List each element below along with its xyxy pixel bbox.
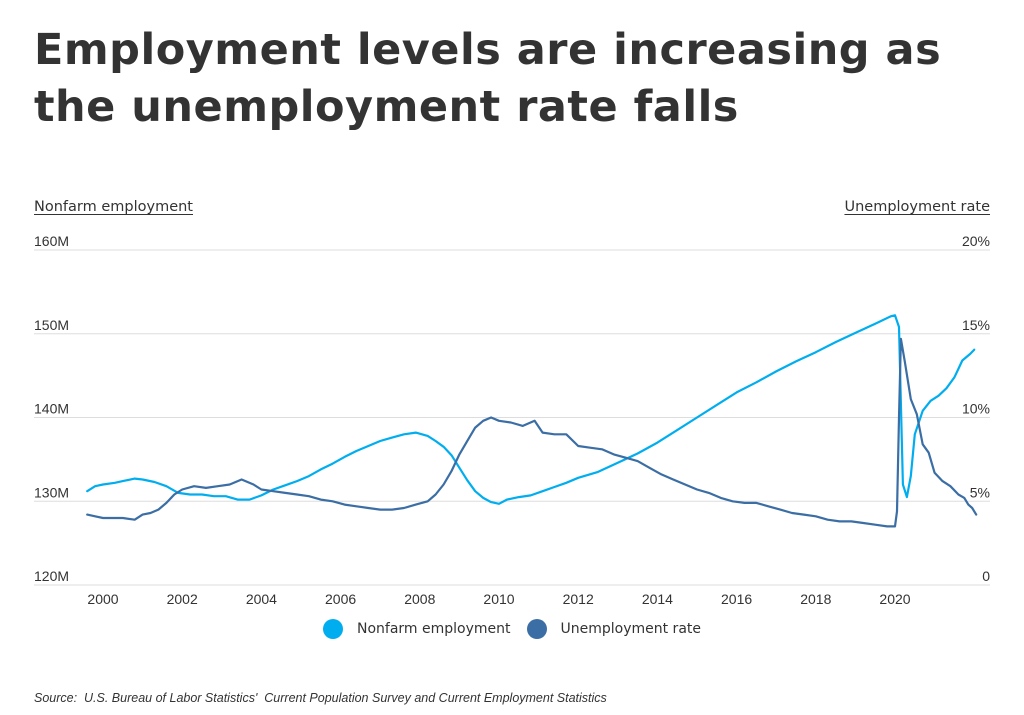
legend: Nonfarm employment Unemployment rate (0, 619, 1024, 639)
x-tick-label: 2012 (563, 591, 594, 607)
y-left-tick-label: 130M (34, 484, 69, 500)
gridlines (34, 249, 990, 586)
x-tick-label: 2018 (800, 591, 831, 607)
y-left-tick-label: 160M (34, 233, 69, 249)
y-right-tick-label: 15% (962, 317, 990, 333)
source-note: Source: U.S. Bureau of Labor Statistics'… (34, 691, 607, 705)
x-tick-label: 2020 (879, 591, 910, 607)
x-tick-label: 2004 (246, 591, 277, 607)
y-left-tick-label: 120M (34, 568, 69, 584)
x-tick-label: 2000 (87, 591, 118, 607)
y-right-tick-label: 20% (962, 233, 990, 249)
x-tick-label: 2006 (325, 591, 356, 607)
tick-labels: 120M 0 130M 5% 140M 10% 150M 15% 160M 20% 2000 2002… (34, 233, 990, 607)
x-tick-label: 2014 (642, 591, 673, 607)
unemployment-rate-line (86, 337, 978, 528)
y-left-tick-label: 140M (34, 401, 69, 417)
legend-label-unemployment: Unemployment rate (560, 621, 702, 637)
nonfarm-swatch-icon (322, 619, 343, 639)
x-tick-label: 2010 (483, 591, 514, 607)
x-tick-label: 2016 (721, 591, 752, 607)
y-left-tick-label: 150M (34, 317, 69, 333)
nonfarm-employment-line (86, 314, 976, 505)
unemployment-swatch-icon (526, 619, 547, 639)
chart-title: Employment levels are increasing as the … (34, 25, 942, 132)
legend-item-unemployment[interactable]: Unemployment rate (526, 619, 702, 639)
right-axis-title: Unemployment rate (844, 199, 990, 215)
left-axis-title: Nonfarm employment (34, 199, 193, 215)
series-lines (86, 314, 978, 528)
y-right-tick-label: 10% (962, 401, 990, 417)
y-right-tick-label: 0 (982, 568, 990, 584)
legend-label-nonfarm: Nonfarm employment (356, 621, 511, 637)
x-tick-label: 2002 (167, 591, 198, 607)
legend-item-nonfarm[interactable]: Nonfarm employment (322, 619, 511, 639)
x-tick-label: 2008 (404, 591, 435, 607)
y-right-tick-label: 5% (970, 484, 990, 500)
